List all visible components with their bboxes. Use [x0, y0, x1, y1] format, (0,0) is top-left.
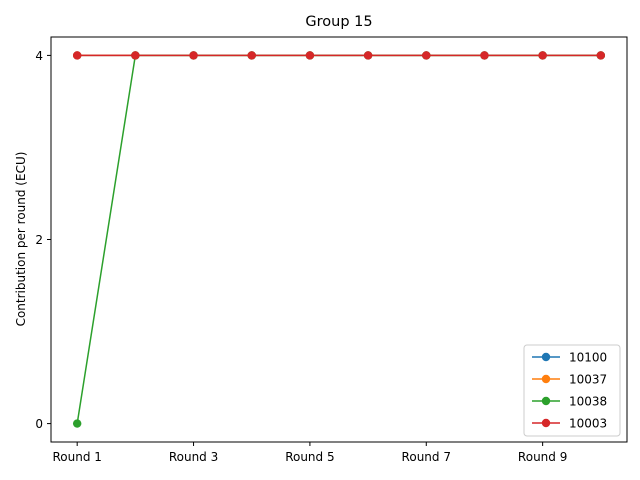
data-point — [538, 51, 547, 60]
series-line — [76, 54, 601, 424]
x-tick-label: Round 9 — [518, 450, 567, 464]
data-point — [596, 51, 606, 60]
legend: 10100 10037 10038 10003 — [523, 344, 621, 437]
legend-marker — [541, 374, 551, 384]
y-tick-label: 0 — [35, 417, 43, 431]
series-layer — [72, 51, 606, 428]
x-tick-label: Round 1 — [52, 450, 101, 464]
x-tick-label: Round 5 — [285, 450, 334, 464]
data-point — [422, 51, 431, 60]
legend-marker — [541, 352, 551, 362]
legend-item: 10037 — [532, 373, 607, 387]
legend-item: 10038 — [532, 395, 607, 409]
data-point — [131, 51, 140, 60]
data-point — [189, 51, 198, 60]
x-tick-label: Round 7 — [402, 450, 451, 464]
x-axis: Round 1 Round 3 Round 5 Round 7 Round 9 — [52, 442, 567, 464]
y-axis-label: Contribution per round (ECU) — [14, 152, 28, 327]
legend-label: 10038 — [569, 395, 607, 409]
legend-box — [523, 344, 621, 437]
y-tick-label: 2 — [35, 233, 43, 247]
data-point — [305, 51, 315, 60]
legend-marker — [541, 396, 551, 406]
y-axis: 0 2 4 — [35, 49, 51, 431]
data-point — [363, 51, 373, 60]
legend-label: 10003 — [569, 417, 607, 431]
data-point — [72, 51, 82, 60]
series-10003 — [72, 51, 606, 60]
data-point — [480, 51, 489, 60]
legend-item: 10100 — [532, 351, 607, 365]
legend-item: 10003 — [532, 417, 607, 431]
legend-label: 10037 — [569, 373, 607, 387]
x-tick-label: Round 3 — [169, 450, 218, 464]
legend-marker — [541, 418, 551, 428]
y-tick-label: 4 — [35, 49, 43, 63]
data-point — [72, 419, 82, 428]
chart-title: Group 15 — [305, 14, 372, 30]
data-point — [247, 51, 256, 60]
legend-label: 10100 — [569, 351, 607, 365]
